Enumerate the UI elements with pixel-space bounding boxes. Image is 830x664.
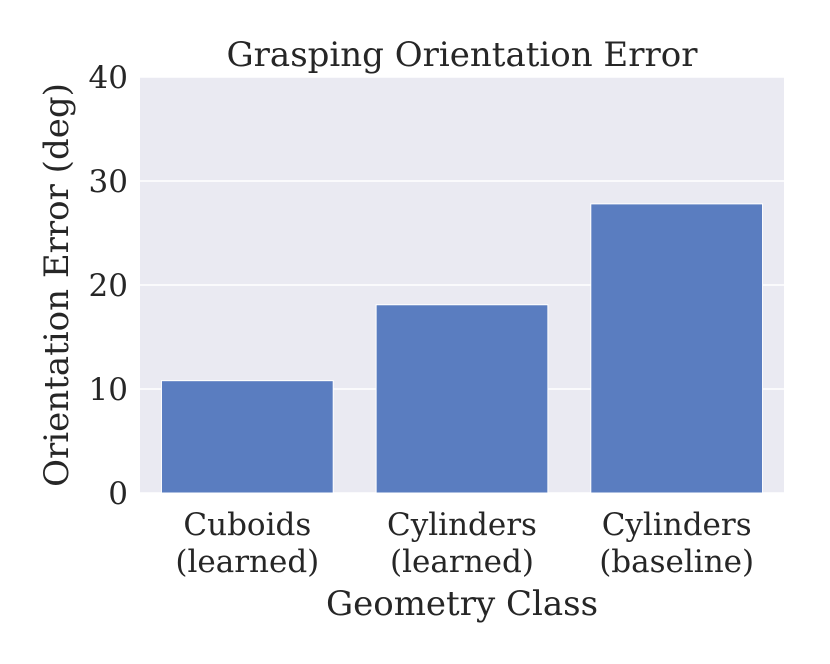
x-tick-label: (learned): [175, 544, 319, 580]
bars: [160, 203, 764, 494]
x-axis-label: Geometry Class: [326, 584, 598, 624]
y-axis-label: Orientation Error (deg): [37, 83, 77, 487]
bar: [590, 203, 764, 494]
chart-title: Grasping Orientation Error: [227, 35, 699, 75]
x-tick-label: Cylinders: [602, 507, 752, 543]
x-tick-labels: Cuboids(learned)Cylinders(learned)Cylind…: [175, 507, 754, 580]
y-tick-label: 10: [89, 372, 128, 408]
y-tick-labels: 0 10 20 30 40: [89, 60, 128, 512]
bar: [160, 380, 334, 494]
x-tick-label: Cuboids: [183, 507, 311, 543]
x-tick-label: (learned): [390, 544, 534, 580]
x-tick-label: (baseline): [599, 544, 754, 580]
y-tick-label: 30: [89, 164, 128, 200]
y-tick-label: 40: [89, 60, 128, 96]
x-tick-label: Cylinders: [387, 507, 537, 543]
y-tick-label: 20: [89, 268, 128, 304]
bar: [375, 304, 549, 494]
y-tick-label: 0: [108, 476, 128, 512]
